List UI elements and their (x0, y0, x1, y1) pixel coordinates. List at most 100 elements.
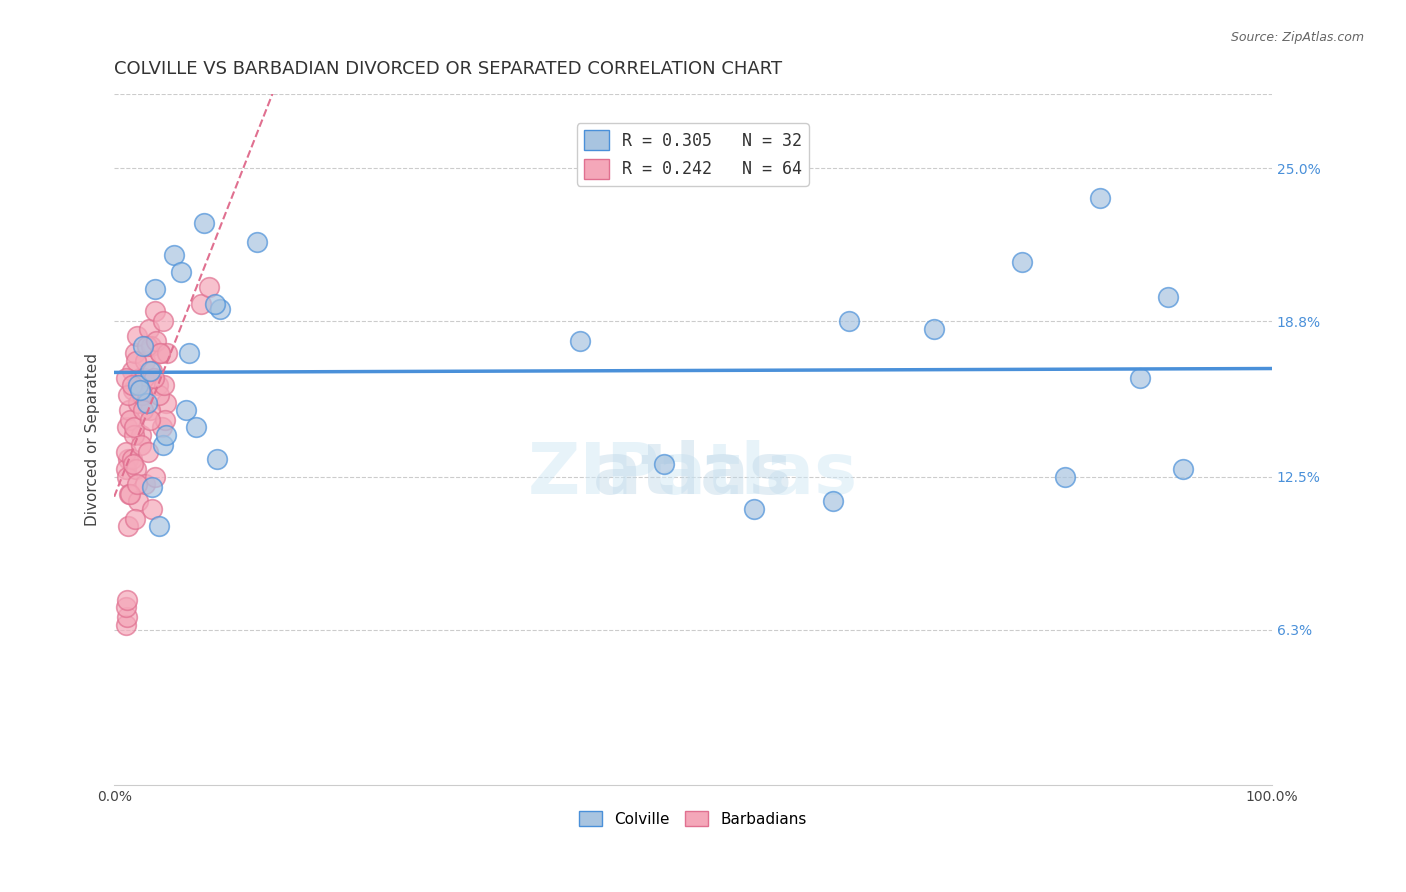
Barbadians (128, 371, 150, 385)
Colville (193, 216, 215, 230)
Barbadians (125, 462, 148, 476)
Barbadians (122, 420, 145, 434)
Colville (186, 420, 208, 434)
Barbadians (115, 610, 138, 624)
Colville (1011, 255, 1033, 269)
Colville (174, 403, 197, 417)
Barbadians (136, 445, 159, 459)
Legend: Colville, Barbadians: Colville, Barbadians (574, 805, 813, 833)
Barbadians (138, 322, 160, 336)
Barbadians (114, 462, 136, 476)
Barbadians (150, 420, 173, 434)
Barbadians (121, 458, 143, 472)
Barbadians (114, 445, 136, 459)
Barbadians (117, 452, 139, 467)
Colville (1129, 371, 1152, 385)
Barbadians (121, 384, 143, 398)
Colville (205, 452, 228, 467)
Barbadians (114, 371, 136, 385)
Colville (204, 297, 226, 311)
Text: atlas: atlas (593, 440, 793, 508)
Barbadians (134, 371, 156, 385)
Colville (1171, 462, 1194, 476)
Text: ZIPatlas: ZIPatlas (527, 440, 858, 508)
Colville (152, 438, 174, 452)
Colville (128, 384, 150, 398)
Barbadians (143, 469, 166, 483)
Barbadians (149, 346, 172, 360)
Colville (179, 346, 201, 360)
Colville (155, 427, 177, 442)
Text: COLVILLE VS BARBADIAN DIVORCED OR SEPARATED CORRELATION CHART: COLVILLE VS BARBADIAN DIVORCED OR SEPARA… (114, 60, 782, 78)
Barbadians (118, 403, 141, 417)
Colville (922, 322, 945, 336)
Colville (208, 301, 231, 316)
Barbadians (124, 346, 146, 360)
Y-axis label: Divorced or Separated: Divorced or Separated (86, 353, 100, 526)
Colville (141, 480, 163, 494)
Text: Source: ZipAtlas.com: Source: ZipAtlas.com (1230, 31, 1364, 45)
Colville (652, 458, 675, 472)
Barbadians (128, 396, 150, 410)
Barbadians (132, 403, 155, 417)
Barbadians (132, 388, 155, 402)
Barbadians (190, 297, 212, 311)
Barbadians (120, 487, 142, 501)
Barbadians (115, 420, 138, 434)
Colville (128, 378, 150, 392)
Colville (1156, 290, 1178, 304)
Colville (1090, 191, 1112, 205)
Barbadians (134, 354, 156, 368)
Colville (1053, 469, 1076, 483)
Barbadians (121, 378, 143, 392)
Barbadians (152, 314, 174, 328)
Barbadians (128, 494, 150, 508)
Colville (148, 519, 170, 533)
Colville (170, 265, 193, 279)
Barbadians (134, 477, 156, 491)
Barbadians (198, 280, 221, 294)
Barbadians (146, 378, 169, 392)
Barbadians (135, 339, 157, 353)
Barbadians (141, 364, 163, 378)
Barbadians (139, 403, 162, 417)
Barbadians (149, 346, 172, 360)
Colville (568, 334, 591, 348)
Barbadians (153, 378, 176, 392)
Barbadians (129, 438, 152, 452)
Colville (143, 282, 166, 296)
Barbadians (121, 452, 143, 467)
Barbadians (139, 413, 162, 427)
Barbadians (120, 413, 142, 427)
Barbadians (156, 346, 179, 360)
Barbadians (114, 600, 136, 615)
Barbadians (127, 477, 149, 491)
Colville (139, 364, 162, 378)
Barbadians (131, 388, 153, 402)
Barbadians (115, 469, 138, 483)
Colville (245, 235, 267, 250)
Barbadians (148, 388, 170, 402)
Barbadians (145, 334, 167, 348)
Colville (135, 396, 157, 410)
Barbadians (155, 396, 177, 410)
Barbadians (143, 304, 166, 318)
Barbadians (127, 329, 149, 343)
Colville (742, 501, 765, 516)
Barbadians (124, 511, 146, 525)
Barbadians (117, 388, 139, 402)
Barbadians (153, 413, 176, 427)
Barbadians (125, 354, 148, 368)
Colville (838, 314, 860, 328)
Barbadians (117, 519, 139, 533)
Barbadians (114, 617, 136, 632)
Colville (132, 339, 155, 353)
Barbadians (129, 427, 152, 442)
Barbadians (115, 593, 138, 607)
Barbadians (118, 487, 141, 501)
Colville (163, 248, 186, 262)
Barbadians (142, 371, 165, 385)
Barbadians (121, 364, 143, 378)
Barbadians (141, 339, 163, 353)
Colville (821, 494, 844, 508)
